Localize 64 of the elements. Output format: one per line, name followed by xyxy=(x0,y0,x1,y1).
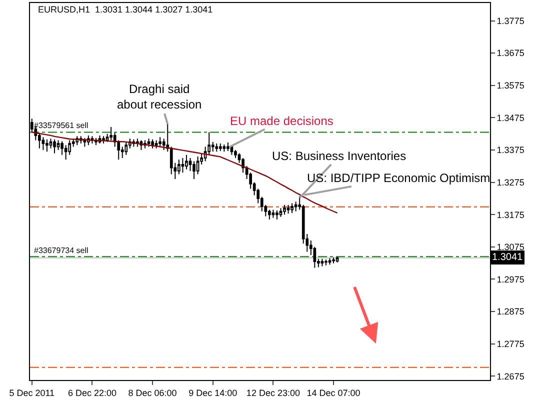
candlestick xyxy=(166,124,170,152)
candlestick xyxy=(68,140,72,156)
candlestick xyxy=(272,209,275,218)
candlestick xyxy=(185,154,188,170)
candlestick xyxy=(192,160,196,180)
candlestick xyxy=(181,158,184,174)
candlestick xyxy=(49,138,52,149)
candlestick xyxy=(136,138,139,148)
y-tick-label: 1.2675 xyxy=(496,371,524,382)
candlestick xyxy=(158,136,162,148)
candlestick xyxy=(215,143,218,152)
candlestick xyxy=(53,138,56,154)
x-tick-label: 8 Dec 06:00 xyxy=(128,388,177,398)
candlestick xyxy=(328,258,332,266)
candlestick xyxy=(268,209,271,220)
x-tick-label: 14 Dec 07:00 xyxy=(306,388,360,398)
candlestick xyxy=(320,258,324,267)
x-tick-label: 6 Dec 22:00 xyxy=(68,388,116,398)
candlestick xyxy=(64,144,68,160)
candlestick xyxy=(234,149,237,159)
ref-line-label: #33679734 sell xyxy=(34,246,88,255)
y-tick-label: 1.3375 xyxy=(496,145,524,156)
x-tick-label: 12 Dec 23:00 xyxy=(246,388,300,398)
annotation: US: IBD/TIPP Economic Optimism xyxy=(307,171,490,185)
y-tick-label: 1.3175 xyxy=(496,210,524,220)
candlestick xyxy=(332,257,335,264)
y-tick-label: 1.2875 xyxy=(496,306,524,317)
candlestick xyxy=(226,142,230,152)
annotation: Draghi said about recession xyxy=(117,82,202,112)
chart-title: EURUSD,H1 1.3031 1.3044 1.3027 1.3041 xyxy=(38,4,213,14)
candlestick xyxy=(283,204,286,216)
candlestick xyxy=(290,202,294,214)
candlestick xyxy=(222,144,226,152)
candlestick xyxy=(102,136,105,144)
annotation: EU made decisions xyxy=(230,114,334,128)
candlestick xyxy=(83,138,86,148)
y-tick-label: 1.2775 xyxy=(496,338,524,349)
candlestick xyxy=(60,140,64,156)
candlestick xyxy=(170,146,173,175)
y-tick-label: 1.2975 xyxy=(496,274,524,284)
ref-line-label: #33579561 sell xyxy=(34,121,88,130)
annotation: US: Business Inventories xyxy=(272,149,406,163)
candlestick xyxy=(42,136,45,150)
candlestick xyxy=(276,210,278,220)
candlestick xyxy=(151,138,154,149)
candlestick xyxy=(279,208,282,218)
y-tick-label: 1.3675 xyxy=(496,48,524,58)
candlestick xyxy=(124,142,128,156)
candlestick xyxy=(154,140,158,149)
y-tick-label: 1.3775 xyxy=(496,16,524,26)
y-tick-label: 1.3075 xyxy=(496,242,524,252)
candlestick xyxy=(218,143,222,152)
y-tick-label: 1.3575 xyxy=(496,80,524,91)
candlestick xyxy=(324,259,328,266)
x-tick-label: 5 Dec 2011 xyxy=(9,388,55,398)
candlestick xyxy=(46,138,48,152)
candlestick xyxy=(178,159,180,175)
ref-line-label: 1.3041 xyxy=(492,252,524,263)
y-tick-label: 1.3275 xyxy=(496,177,524,188)
candlestick xyxy=(196,156,200,175)
x-tick-label: 9 Dec 14:00 xyxy=(188,388,238,398)
candlestick xyxy=(286,204,290,214)
candlestick xyxy=(147,138,150,148)
y-tick-label: 1.3475 xyxy=(496,112,524,123)
